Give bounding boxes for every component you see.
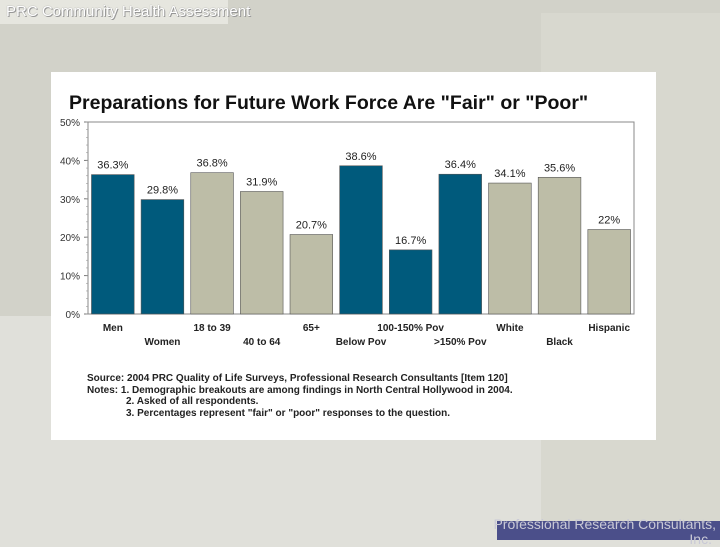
value-label: 36.3%	[97, 160, 128, 172]
notes-prefix: Notes:	[87, 384, 119, 396]
value-label: 31.9%	[246, 177, 277, 189]
category-label: Women	[144, 337, 180, 348]
header-box	[0, 0, 228, 24]
y-tick-label: 50%	[60, 118, 80, 129]
value-label: 34.1%	[494, 168, 525, 180]
value-label: 29.8%	[147, 185, 178, 197]
footer-company: Professional Research Consultants,	[493, 516, 716, 532]
y-tick-label: 30%	[60, 195, 80, 206]
footer-company-suffix: Inc.	[689, 531, 712, 547]
note-1-text: 1. Demographic breakouts are among findi…	[120, 384, 513, 396]
bar	[339, 165, 383, 315]
value-label: 35.6%	[544, 162, 575, 174]
value-label: 36.4%	[445, 159, 476, 171]
category-label: 100-150% Pov	[377, 323, 444, 334]
bar	[190, 172, 234, 315]
category-label: >150% Pov	[434, 337, 487, 348]
slide-header-title: PRC Community Health Assessment	[6, 3, 251, 20]
y-tick-label: 0%	[66, 310, 81, 321]
note-line-2: 2. Asked of all respondents.	[126, 396, 259, 407]
bar	[537, 176, 582, 315]
value-label: 22%	[598, 215, 620, 227]
category-label: 18 to 39	[193, 323, 231, 334]
note-line-1: Notes: 1. Demographic breakouts are amon…	[87, 385, 513, 397]
category-label: Below Pov	[336, 337, 387, 348]
y-tick-label: 10%	[60, 272, 80, 283]
value-label: 16.7%	[395, 235, 426, 247]
bar	[140, 199, 185, 315]
source-line: Source: 2004 PRC Quality of Life Surveys…	[87, 373, 508, 384]
bar	[488, 182, 532, 315]
category-label: 65+	[303, 323, 320, 334]
bar	[438, 173, 482, 315]
category-label: 40 to 64	[243, 337, 281, 348]
note-line-3: 3. Percentages represent "fair" or "poor…	[126, 407, 451, 419]
value-label: 36.8%	[196, 158, 227, 170]
value-label: 20.7%	[296, 220, 327, 232]
bar	[388, 249, 433, 315]
category-label: White	[496, 323, 524, 334]
bar	[587, 229, 631, 315]
y-tick-label: 40%	[60, 156, 80, 167]
footer-box	[497, 521, 720, 540]
value-label: 38.6%	[345, 151, 376, 163]
category-label: Hispanic	[588, 323, 630, 334]
bar	[289, 234, 334, 315]
category-label: Men	[103, 323, 123, 334]
category-label: Black	[546, 337, 573, 348]
chart-title: Preparations for Future Work Force Are "…	[69, 92, 589, 114]
bar	[91, 174, 135, 315]
y-tick-label: 20%	[60, 233, 80, 244]
bar	[240, 191, 284, 315]
notes-block: Source: 2004 PRC Quality of Life Surveys…	[87, 373, 513, 419]
